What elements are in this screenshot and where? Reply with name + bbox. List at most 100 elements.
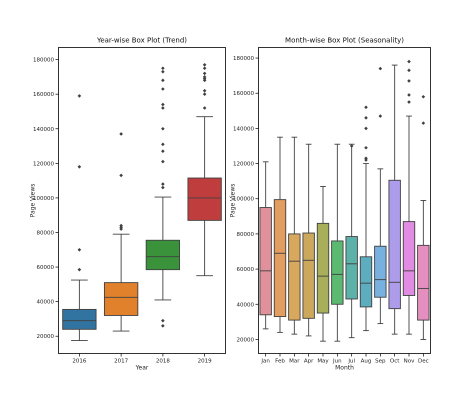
outlier-point	[161, 149, 165, 154]
outlier-point	[364, 116, 368, 120]
box-nov	[402, 59, 416, 335]
x-tick-label: Dec	[418, 359, 429, 365]
outlier-point	[364, 105, 368, 110]
plot-frame	[258, 47, 431, 354]
outlier-point	[161, 126, 165, 131]
outlier-point	[161, 324, 165, 328]
box-2016	[62, 94, 97, 341]
x-tick-label: Nov	[404, 359, 415, 365]
box-oct	[388, 64, 401, 335]
outlier-point	[77, 247, 82, 252]
outlier-point	[421, 94, 426, 99]
y-tick-label: 40000	[37, 300, 55, 306]
iqr-box	[316, 222, 330, 314]
outlier-point	[202, 66, 207, 71]
iqr-box	[374, 245, 387, 298]
plot-frame	[58, 47, 226, 354]
chart-title: Year-wise Box Plot (Trend)	[96, 37, 187, 45]
box-2019	[187, 62, 222, 277]
iqr-box	[187, 177, 222, 221]
iqr-box	[402, 221, 416, 296]
outlier-point	[407, 59, 411, 64]
outlier-point	[202, 78, 207, 83]
x-tick-label: Jul	[347, 359, 355, 365]
outlier-point	[161, 182, 165, 186]
box-2017	[103, 132, 139, 332]
x-tick-label: Jan	[260, 359, 270, 365]
outlier-point	[161, 87, 165, 91]
box-dec	[417, 94, 430, 340]
outlier-point	[161, 69, 165, 74]
x-tick-label: Aug	[361, 359, 372, 365]
outlier-point	[77, 94, 82, 98]
box-feb	[273, 136, 287, 333]
y-tick-label: 20000	[237, 337, 255, 343]
y-tick-label: 80000	[37, 230, 55, 236]
y-tick-label: 80000	[237, 232, 255, 238]
outlier-point	[407, 100, 411, 104]
y-tick-label: 140000	[33, 127, 54, 133]
outlier-point	[161, 66, 165, 71]
outlier-point	[161, 106, 165, 110]
iqr-box	[388, 179, 401, 310]
iqr-box	[273, 199, 287, 318]
y-tick-label: 100000	[233, 197, 254, 203]
outlier-point	[119, 227, 123, 231]
outlier-point	[202, 62, 207, 67]
iqr-box	[359, 256, 373, 308]
x-tick-label: 2019	[198, 359, 212, 365]
y-tick-label: 60000	[37, 265, 55, 271]
outlier-point	[364, 126, 368, 131]
box-apr	[302, 143, 315, 337]
y-tick-label: 160000	[233, 91, 254, 97]
x-tick-label: May	[317, 359, 329, 365]
outlier-point	[407, 93, 411, 97]
iqr-box	[145, 239, 181, 271]
outlier-point	[364, 145, 368, 150]
x-axis-label: Year	[135, 365, 149, 372]
iqr-box	[103, 282, 139, 316]
outlier-point	[161, 102, 165, 107]
y-axis-label: Page Views	[230, 184, 237, 218]
outlier-point	[421, 121, 426, 125]
outlier-point	[161, 185, 165, 190]
x-tick-label: Apr	[304, 359, 314, 365]
box-jan	[259, 161, 272, 330]
box-sep	[374, 66, 387, 325]
box-may	[316, 185, 330, 342]
outlier-point	[161, 159, 165, 164]
box-jul	[345, 143, 358, 339]
iqr-box	[62, 308, 97, 330]
y-tick-label: 140000	[233, 126, 254, 132]
x-axis-label: Month	[335, 365, 354, 372]
outlier-point	[364, 158, 368, 162]
x-tick-label: Jun	[332, 359, 342, 365]
box-2018	[145, 66, 181, 328]
outlier-point	[161, 318, 165, 323]
y-tick-label: 60000	[237, 267, 255, 273]
y-tick-label: 180000	[233, 56, 254, 62]
outlier-point	[202, 106, 207, 110]
outlier-point	[202, 71, 207, 76]
y-tick-label: 20000	[37, 334, 55, 340]
iqr-box	[302, 232, 315, 319]
x-tick-label: 2016	[72, 359, 86, 365]
box-jun	[331, 143, 344, 342]
y-tick-label: 120000	[33, 161, 54, 167]
box-mar	[288, 136, 301, 335]
subplot-1: Year-wise Box Plot (Trend) 20000 40000 6000…	[30, 37, 226, 372]
iqr-box	[345, 236, 358, 300]
y-axis-label: Page Views	[30, 184, 37, 218]
iqr-box	[331, 240, 344, 305]
x-tick-label: Mar	[289, 359, 300, 365]
outlier-point	[202, 92, 207, 96]
x-tick-label: 2018	[156, 359, 170, 365]
y-tick-label: 40000	[237, 302, 255, 308]
outlier-point	[161, 142, 165, 147]
outlier-point	[119, 132, 123, 136]
x-tick-label: Feb	[275, 359, 285, 365]
y-tick-label: 120000	[233, 162, 254, 168]
outlier-point	[119, 173, 123, 178]
outlier-point	[77, 267, 82, 272]
